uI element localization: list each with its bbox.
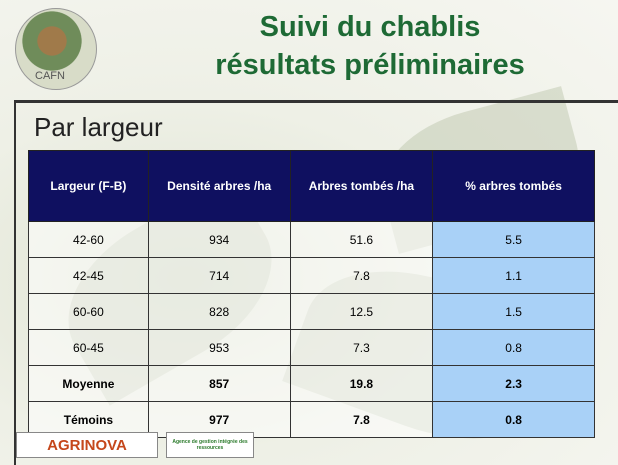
- table-cell: 714: [148, 258, 290, 294]
- table-cell: 12.5: [290, 294, 433, 330]
- table-cell: 7.8: [290, 258, 433, 294]
- divider: [14, 100, 16, 465]
- title: Suivi du chablis résultats préliminaires: [160, 8, 580, 84]
- table-cell: 857: [148, 366, 290, 402]
- table-cell: 1.1: [433, 258, 595, 294]
- table-cell: 51.6: [290, 222, 433, 258]
- title-line: résultats préliminaires: [160, 46, 580, 84]
- footer-logo: AGRINOVA: [16, 432, 158, 458]
- table-cell: 60-45: [29, 330, 149, 366]
- table-cell: 42-45: [29, 258, 149, 294]
- table-cell: 828: [148, 294, 290, 330]
- slide: CAFN Suivi du chablis résultats prélimin…: [0, 0, 618, 465]
- column-header: Densité arbres /ha: [148, 151, 290, 222]
- table-cell: 1.5: [433, 294, 595, 330]
- table-cell: 2.3: [433, 366, 595, 402]
- table-cell: Moyenne: [29, 366, 149, 402]
- table-cell: 953: [148, 330, 290, 366]
- divider: [15, 100, 618, 103]
- table-cell: 7.3: [290, 330, 433, 366]
- column-header: Largeur (F-B): [29, 151, 149, 222]
- table-cell: 60-60: [29, 294, 149, 330]
- table-cell: 0.8: [433, 330, 595, 366]
- table-cell: 42-60: [29, 222, 149, 258]
- logo-text: CAFN: [35, 70, 65, 82]
- table-cell: 7.8: [290, 402, 433, 438]
- column-header: % arbres tombés: [433, 151, 595, 222]
- footer-logo: Agence de gestion intégrée des ressource…: [166, 432, 254, 458]
- subtitle: Par largeur: [34, 112, 163, 143]
- column-header: Arbres tombés /ha: [290, 151, 433, 222]
- table-cell: 0.8: [433, 402, 595, 438]
- table-cell: 934: [148, 222, 290, 258]
- title-line: Suivi du chablis: [160, 8, 580, 46]
- table-cell: 5.5: [433, 222, 595, 258]
- table-cell: 19.8: [290, 366, 433, 402]
